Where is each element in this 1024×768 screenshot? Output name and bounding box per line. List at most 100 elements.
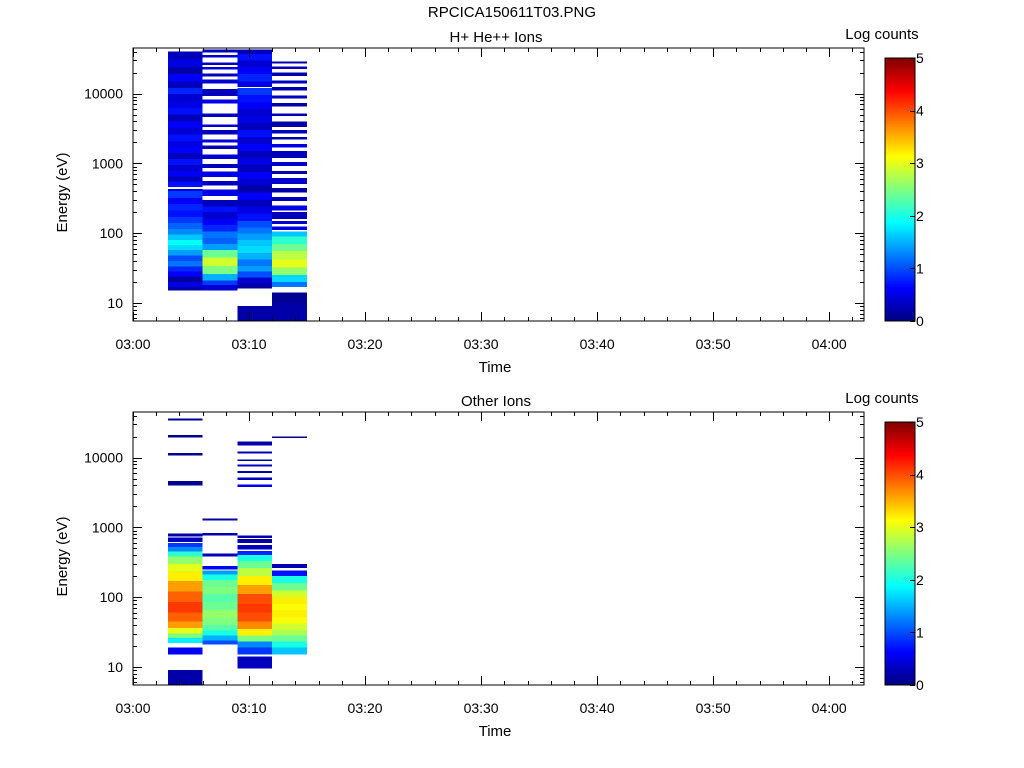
heatmap-cell — [237, 130, 273, 137]
heatmap-cell — [237, 550, 273, 556]
heatmap-cell — [167, 581, 203, 592]
heatmap-cell — [272, 647, 308, 655]
heatmap-cell — [167, 159, 203, 165]
heatmap-cell — [272, 616, 308, 624]
heatmap-cell — [167, 134, 203, 141]
heatmap-cell — [237, 641, 273, 648]
heatmap-cell — [237, 164, 273, 173]
heatmap-cell — [272, 143, 308, 148]
heatmap-cell — [167, 153, 203, 160]
x-tick-label: 03:40 — [580, 700, 615, 716]
heatmap-cell — [202, 89, 238, 97]
heatmap-cell — [167, 67, 203, 75]
heatmap-cell — [167, 628, 203, 634]
heatmap-cell — [202, 553, 238, 557]
colorbar-label: Log counts — [845, 26, 918, 43]
heatmap-cell — [237, 53, 273, 61]
heatmap-cell — [202, 285, 238, 291]
colorbar-tick-label: 2 — [916, 208, 924, 224]
heatmap-cell — [237, 628, 273, 636]
heatmap-cell — [167, 621, 203, 629]
heatmap-cell — [272, 121, 308, 128]
heatmap-cell — [167, 418, 203, 421]
heatmap-cell — [167, 542, 203, 548]
heatmap-cell — [237, 535, 273, 539]
heatmap-cell — [202, 139, 238, 143]
heatmap-cell — [237, 477, 273, 480]
heatmap-cell — [167, 170, 203, 177]
heatmap-cell — [237, 192, 273, 200]
heatmap-cell — [237, 88, 273, 96]
heatmap-cell — [237, 239, 273, 247]
panel-h-he-ions: 03:00 03:10 03:20 03:30 03:40 03:50 04:0010100… — [54, 26, 924, 376]
heatmap-cell — [202, 265, 238, 274]
heatmap-cell — [167, 197, 203, 205]
heatmap-cell — [272, 72, 308, 76]
heatmap-cell — [167, 266, 203, 272]
heatmap-cell — [237, 109, 273, 116]
heatmap-cell — [237, 603, 273, 613]
heatmap-cell — [167, 260, 203, 267]
heatmap-cell — [237, 539, 273, 543]
colorbar-tick-label: 2 — [916, 572, 924, 588]
colorbar-tick-label: 0 — [916, 313, 924, 329]
heatmap-cell — [202, 189, 238, 197]
heatmap-cell — [272, 641, 308, 648]
y-tick-label: 10 — [107, 659, 123, 675]
colorbar-tick-label: 5 — [916, 414, 924, 430]
heatmap-cell — [167, 250, 203, 256]
heatmap-cell — [237, 584, 273, 595]
heatmap-cell — [237, 621, 273, 629]
heatmap-cell — [167, 210, 203, 218]
heatmap-cell — [167, 276, 203, 282]
heatmap-cell — [272, 436, 308, 439]
heatmap-cell — [272, 196, 308, 201]
heatmap-cell — [167, 647, 203, 655]
heatmap-cell — [272, 212, 308, 219]
colorbar-tick-label: 4 — [916, 467, 924, 483]
heatmap-cell — [272, 95, 308, 99]
heatmap-cell — [237, 560, 273, 569]
y-tick-label: 1000 — [92, 155, 123, 171]
heatmap-cell — [202, 518, 238, 521]
heatmap-cell — [202, 130, 238, 135]
heatmap-cell — [167, 670, 203, 685]
heatmap-cell — [202, 163, 238, 168]
heatmap-cell — [202, 250, 238, 258]
heatmap-cell — [237, 568, 273, 577]
panel-title: H+ He++ Ions — [450, 29, 543, 46]
heatmap-cell — [237, 172, 273, 179]
heatmap-cell — [272, 635, 308, 642]
heatmap-cell — [202, 113, 238, 118]
x-axis-label: Time — [479, 359, 512, 376]
heatmap-cell — [237, 143, 273, 152]
heatmap-cell — [167, 453, 203, 456]
heatmap-cell — [167, 140, 203, 148]
heatmap-cell — [202, 610, 238, 619]
x-tick-label: 03:00 — [115, 700, 150, 716]
colorbar-gradient — [884, 57, 916, 322]
heatmap-cell — [202, 73, 238, 77]
heatmap-cell — [237, 271, 273, 278]
heatmap-cell — [167, 94, 203, 102]
heatmap-cell — [272, 66, 308, 69]
colorbar: Log counts 0 1 2 3 4 5 — [845, 390, 924, 693]
heatmap-cell — [202, 280, 238, 286]
heatmap-cell — [167, 164, 203, 171]
heatmap-cell — [202, 574, 238, 581]
heatmap-cell — [237, 555, 273, 561]
heatmap-cell — [167, 435, 203, 438]
heatmap-cell — [237, 220, 273, 228]
heatmap-cell — [202, 602, 238, 611]
colorbar: Log counts 0 1 2 3 4 5 — [845, 26, 924, 329]
y-axis-label: Energy (eV) — [54, 152, 71, 232]
heatmap-cell — [167, 188, 203, 192]
colorbar-label: Log counts — [845, 390, 918, 407]
heatmap-cell — [272, 251, 308, 260]
heatmap-cell — [167, 81, 203, 89]
x-tick-label: 03:50 — [696, 700, 731, 716]
heatmap-cell — [202, 635, 238, 641]
heatmap-cell — [272, 177, 308, 184]
heatmap-cell — [237, 233, 273, 240]
